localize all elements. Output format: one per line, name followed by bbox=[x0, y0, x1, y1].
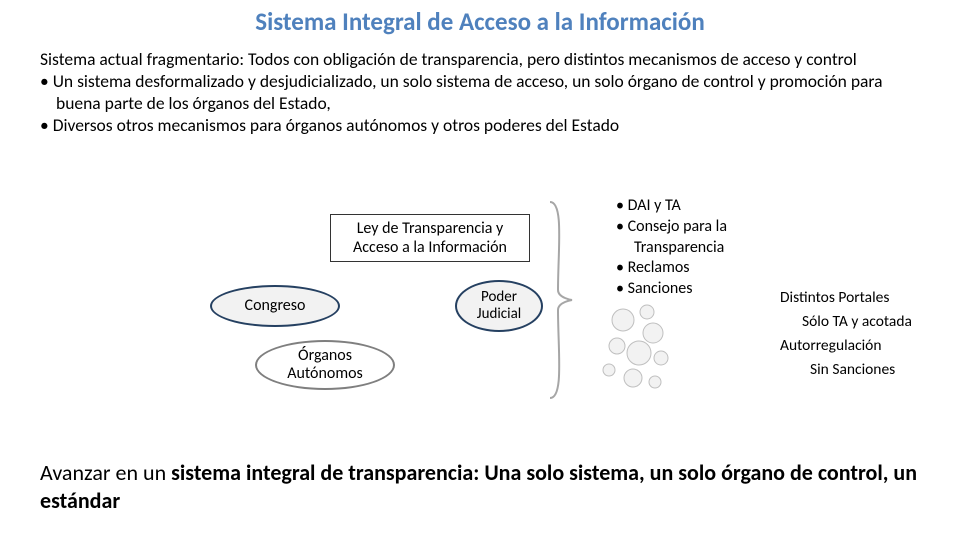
right-note-line: Distintos Portales bbox=[780, 286, 912, 310]
intro-bullet-2: Diversos otros mecanismos para órganos a… bbox=[40, 115, 920, 137]
node-congreso: Congreso bbox=[210, 285, 340, 327]
right-list-item: Reclamos bbox=[616, 258, 776, 279]
right-list: DAI y TA Consejo para la Transparencia R… bbox=[616, 196, 776, 300]
intro-block: Sistema actual fragmentario: Todos con o… bbox=[0, 37, 960, 137]
brace-icon bbox=[548, 200, 574, 400]
diagram-area: Ley de Transparencia y Acceso a la Infor… bbox=[0, 190, 960, 450]
right-note-line: Sin Sanciones bbox=[780, 358, 912, 382]
bubbles-icon bbox=[595, 298, 680, 398]
node-poder-judicial: Poder Judicial bbox=[455, 280, 543, 332]
node-organos-autonomos: Órganos Autónomos bbox=[255, 340, 395, 390]
footer-plain: Avanzar en un bbox=[40, 459, 171, 486]
intro-bullet-1: Un sistema desformalizado y desjudiciali… bbox=[40, 71, 920, 115]
right-list-item: Consejo para la Transparencia bbox=[616, 217, 776, 259]
footer-bold: sistema integral de transparencia: Una s… bbox=[40, 459, 917, 514]
right-note-line: Sólo TA y acotada bbox=[780, 310, 912, 334]
right-note-line: Autorregulación bbox=[780, 334, 912, 358]
footer-statement: Avanzar en un sistema integral de transp… bbox=[40, 459, 920, 514]
right-list-item: DAI y TA bbox=[616, 196, 776, 217]
right-list-item: Sanciones bbox=[616, 279, 776, 300]
law-box: Ley de Transparencia y Acceso a la Infor… bbox=[330, 214, 530, 262]
page-title: Sistema Integral de Acceso a la Informac… bbox=[0, 0, 960, 37]
right-notes: Distintos Portales Sólo TA y acotada Aut… bbox=[780, 286, 912, 382]
intro-lead: Sistema actual fragmentario: Todos con o… bbox=[40, 49, 920, 71]
